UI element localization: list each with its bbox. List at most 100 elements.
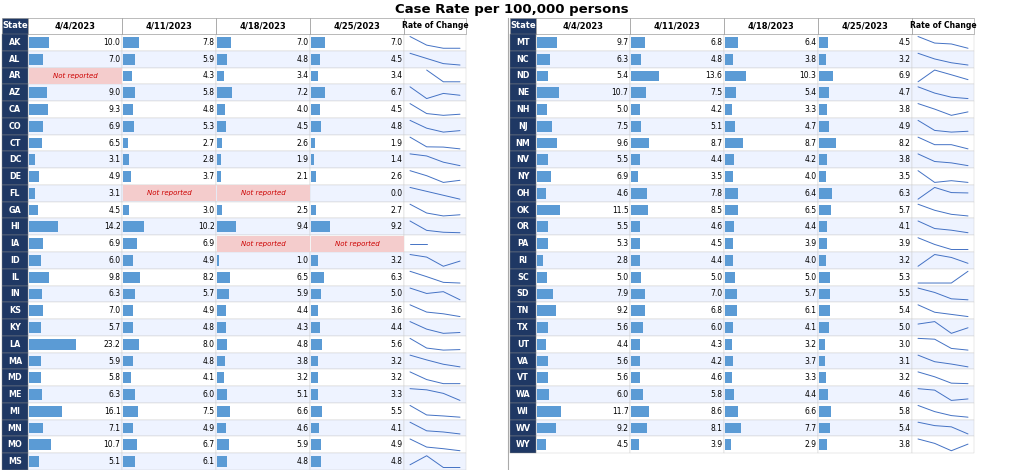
Bar <box>724 235 818 252</box>
Text: 2.7: 2.7 <box>390 205 402 215</box>
Bar <box>537 306 556 316</box>
Bar <box>630 403 724 420</box>
Bar <box>311 406 323 417</box>
Bar <box>818 336 912 352</box>
Text: 0.0: 0.0 <box>390 189 402 198</box>
Bar <box>819 37 828 48</box>
Bar <box>216 302 310 319</box>
Bar <box>123 186 215 201</box>
Text: UT: UT <box>517 340 529 349</box>
Bar <box>29 138 42 149</box>
Bar <box>216 18 310 34</box>
Bar <box>2 369 28 386</box>
Bar <box>2 437 28 453</box>
Bar <box>123 389 135 400</box>
Text: 3.7: 3.7 <box>805 357 816 366</box>
Text: 4.4: 4.4 <box>711 256 723 265</box>
Bar <box>725 155 733 165</box>
Bar <box>29 188 35 199</box>
Bar <box>29 171 39 182</box>
Bar <box>725 289 736 299</box>
Bar <box>29 255 41 266</box>
Text: 1.0: 1.0 <box>297 256 308 265</box>
Bar <box>2 151 28 168</box>
Bar <box>725 70 745 81</box>
Text: 3.4: 3.4 <box>296 71 308 80</box>
Bar <box>28 420 122 437</box>
Text: 10.2: 10.2 <box>198 222 214 231</box>
Text: 10.3: 10.3 <box>800 71 816 80</box>
Bar <box>818 302 912 319</box>
Bar <box>818 118 912 134</box>
Text: Not reported: Not reported <box>335 241 379 247</box>
Text: 9.8: 9.8 <box>109 273 121 282</box>
Bar <box>311 289 322 299</box>
Text: 3.2: 3.2 <box>390 357 402 366</box>
Text: 4.9: 4.9 <box>109 172 121 181</box>
Text: 3.5: 3.5 <box>711 172 723 181</box>
Bar <box>724 168 818 185</box>
Text: WV: WV <box>515 423 530 432</box>
Bar <box>725 356 732 367</box>
Bar <box>630 34 724 51</box>
Bar <box>122 101 216 118</box>
Text: 3.1: 3.1 <box>109 155 121 164</box>
Bar <box>122 403 216 420</box>
Bar <box>510 437 536 453</box>
Text: 3.2: 3.2 <box>390 256 402 265</box>
Bar <box>404 386 466 403</box>
Bar <box>537 289 553 299</box>
Bar <box>123 356 133 367</box>
Bar <box>536 302 630 319</box>
Bar <box>29 155 35 165</box>
Bar <box>310 185 404 202</box>
Bar <box>310 51 404 68</box>
Text: 4.6: 4.6 <box>898 390 910 399</box>
Text: AK: AK <box>9 38 22 47</box>
Bar <box>404 134 466 151</box>
Bar <box>510 319 536 336</box>
Bar <box>536 185 630 202</box>
Text: 6.9: 6.9 <box>109 122 121 131</box>
Text: 7.9: 7.9 <box>616 290 629 298</box>
Bar <box>311 171 316 182</box>
Text: 10.7: 10.7 <box>611 88 629 97</box>
Text: NE: NE <box>517 88 529 97</box>
Text: 5.6: 5.6 <box>390 340 402 349</box>
Bar <box>631 37 645 48</box>
Bar <box>28 134 122 151</box>
Bar <box>819 205 830 215</box>
Text: MD: MD <box>8 373 23 382</box>
Bar <box>912 118 974 134</box>
Bar <box>217 356 224 367</box>
Bar <box>216 202 310 219</box>
Text: 4.6: 4.6 <box>711 222 723 231</box>
Bar <box>630 319 724 336</box>
Bar <box>311 205 316 215</box>
Bar <box>537 322 549 333</box>
Text: OK: OK <box>516 205 529 215</box>
Bar <box>310 319 404 336</box>
Bar <box>818 134 912 151</box>
Bar <box>2 235 28 252</box>
Bar <box>29 205 38 215</box>
Bar <box>404 403 466 420</box>
Bar <box>217 104 225 115</box>
Bar <box>311 87 325 98</box>
Text: 5.0: 5.0 <box>711 273 723 282</box>
Bar <box>122 336 216 352</box>
Bar <box>123 372 131 383</box>
Text: Rate of Change: Rate of Change <box>909 22 976 31</box>
Text: 2.9: 2.9 <box>805 440 816 449</box>
Text: 6.5: 6.5 <box>296 273 308 282</box>
Bar <box>537 171 551 182</box>
Text: 4.3: 4.3 <box>296 323 308 332</box>
Bar <box>724 185 818 202</box>
Text: 6.8: 6.8 <box>711 38 723 47</box>
Bar <box>818 18 912 34</box>
Bar <box>29 389 42 400</box>
Text: 3.3: 3.3 <box>390 390 402 399</box>
Text: 5.9: 5.9 <box>296 440 308 449</box>
Bar <box>631 322 643 333</box>
Bar <box>310 302 404 319</box>
